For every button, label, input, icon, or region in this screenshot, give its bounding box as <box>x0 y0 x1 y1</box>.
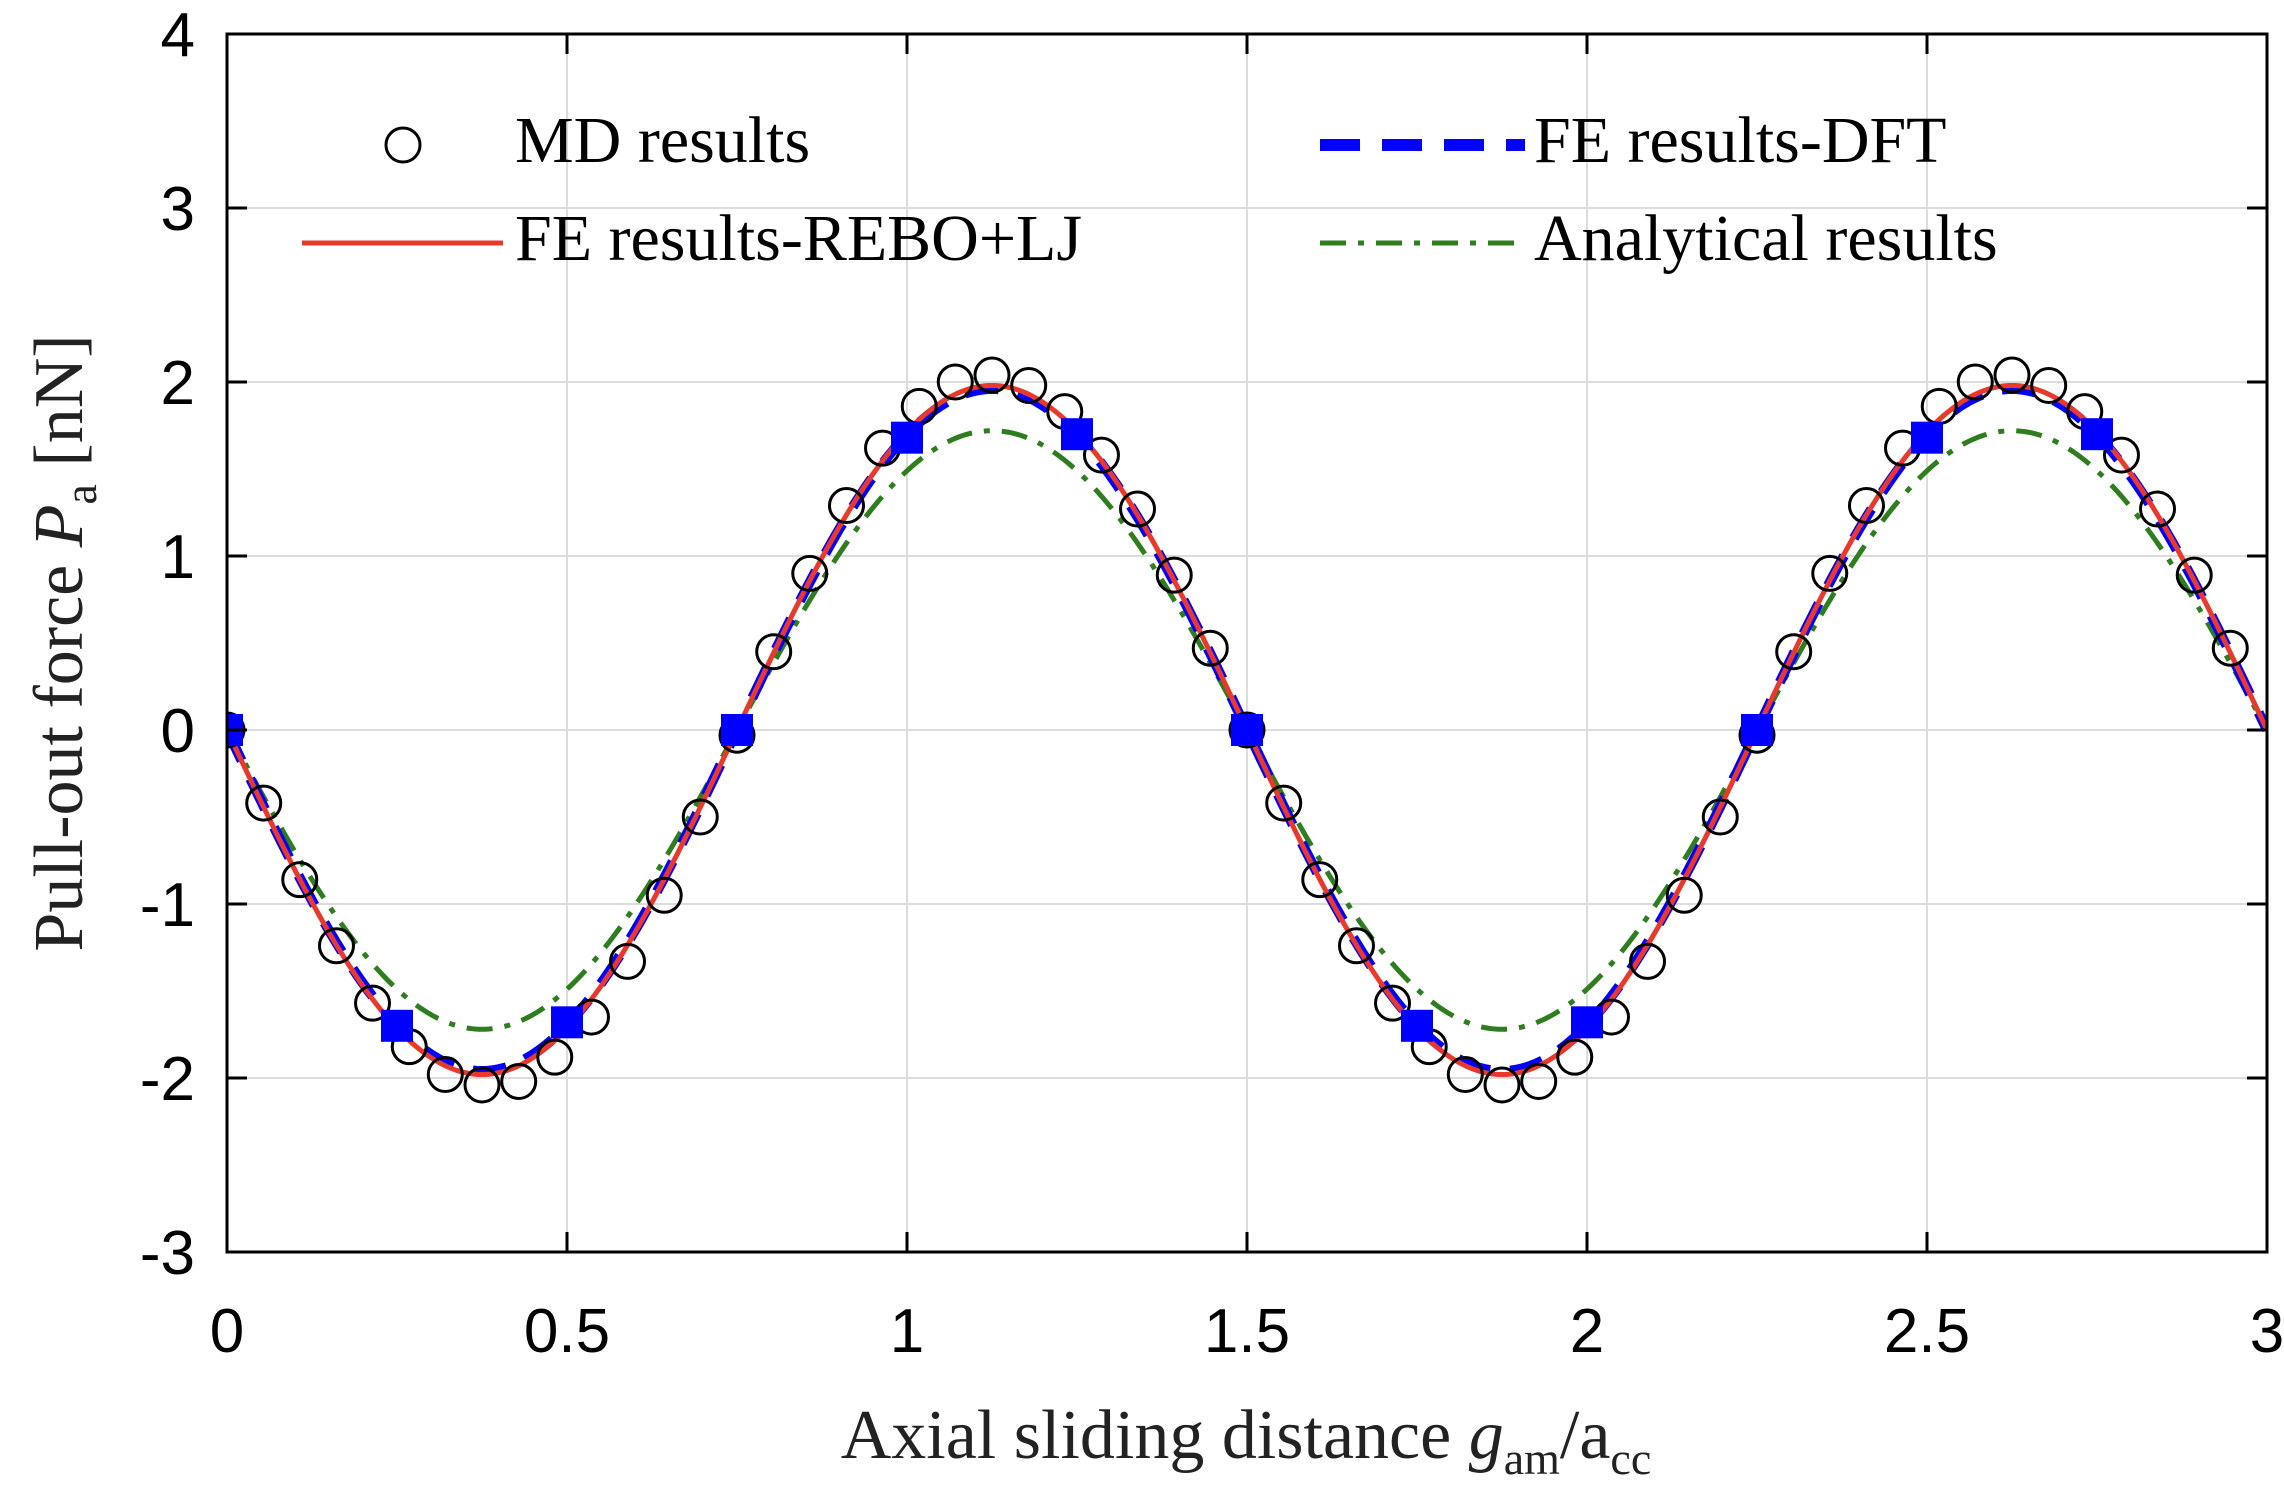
grid-lines <box>227 34 2267 1252</box>
md-point <box>1446 1056 1484 1094</box>
md-point <box>1775 633 1813 671</box>
md-point <box>973 356 1011 394</box>
md-point <box>1629 942 1667 980</box>
md-point <box>1337 927 1375 965</box>
x-axis-title-sep-sub: cc <box>1610 1433 1651 1484</box>
x-tick-label: 1.5 <box>1204 1297 1290 1366</box>
md-point <box>1155 556 1193 594</box>
md-point <box>1701 798 1739 836</box>
md-point <box>791 554 829 592</box>
y-axis-title-var-sub: a <box>55 484 106 504</box>
y-axis-title-unit: [nN] <box>21 334 98 484</box>
dft-marker <box>1231 714 1263 746</box>
y-axis-title-main: Pull-out force <box>21 547 98 951</box>
md-point <box>463 1066 501 1104</box>
legend-analytical-label: Analytical results <box>1534 202 1998 275</box>
md-point <box>645 876 683 914</box>
dft-marker <box>551 1006 583 1039</box>
y-tick-label: -1 <box>140 871 195 940</box>
dft-marker <box>2081 418 2113 451</box>
x-tick-label: 0.5 <box>524 1297 610 1366</box>
x-axis-title-var-sub: am <box>1504 1433 1560 1484</box>
x-tick-label: 2.5 <box>1884 1297 1970 1366</box>
legend-rebo-label: FE results-REBO+LJ <box>515 202 1082 275</box>
md-point <box>1956 363 1994 401</box>
x-axis-title: Axial sliding distance gam/acc <box>841 1397 1652 1484</box>
md-point <box>1191 629 1229 667</box>
series-layer <box>227 356 2267 1104</box>
dft-marker <box>1061 418 1093 451</box>
md-point <box>827 487 865 525</box>
md-point <box>281 861 319 899</box>
md-point <box>2211 629 2249 667</box>
md-point <box>1374 984 1412 1022</box>
axis-ticks <box>225 32 2269 1254</box>
md-point <box>1483 1066 1521 1104</box>
y-tick-label: 3 <box>161 175 195 244</box>
y-tick-label: 0 <box>161 697 195 766</box>
md-point <box>317 927 355 965</box>
dft-marker <box>381 1009 413 1042</box>
md-point <box>2030 366 2068 404</box>
dft-marker <box>1741 714 1773 746</box>
md-point <box>1010 366 1048 404</box>
y-axis-title: Pull-out force Pa [nN] <box>21 334 106 951</box>
md-point <box>2175 556 2213 594</box>
md-point <box>2139 490 2177 528</box>
y-tick-label: -3 <box>140 1219 195 1288</box>
dft-marker <box>721 714 753 746</box>
x-tick-label: 1 <box>890 1297 924 1366</box>
md-point <box>1847 487 1885 525</box>
md-point <box>536 1038 574 1076</box>
md-point <box>426 1056 464 1094</box>
md-point <box>500 1062 538 1100</box>
legend-dft-label: FE results-DFT <box>1534 104 1947 177</box>
x-axis-title-var: g <box>1469 1397 1504 1474</box>
md-point <box>681 798 719 836</box>
md-point <box>1811 554 1849 592</box>
legend: MD results FE results-DFT FE results-REB… <box>302 104 1998 275</box>
md-point <box>1082 436 1120 474</box>
x-axis-title-main: Axial sliding distance <box>841 1397 1469 1474</box>
y-tick-label: 4 <box>161 1 195 70</box>
md-point <box>609 942 647 980</box>
md-point <box>1556 1038 1594 1076</box>
dft-marker <box>1571 1006 1603 1039</box>
md-point <box>936 363 974 401</box>
y-axis-title-var: P <box>21 504 98 548</box>
md-point <box>2102 436 2140 474</box>
dft-marker <box>1401 1009 1433 1042</box>
md-point <box>1228 711 1266 749</box>
md-point <box>354 984 392 1022</box>
md-point <box>1993 356 2031 394</box>
md-point <box>1301 861 1339 899</box>
dft-marker <box>1911 421 1943 454</box>
y-tick-label: -2 <box>140 1045 195 1114</box>
tick-labels: 0 0.5 1 1.5 2 2.5 3 -3 -2 -1 0 1 2 3 4 <box>140 1 2284 1366</box>
y-tick-label: 2 <box>161 349 195 418</box>
md-point <box>1520 1062 1558 1100</box>
x-tick-label: 2 <box>1570 1297 1604 1366</box>
md-point <box>1119 490 1157 528</box>
md-point <box>1265 784 1303 822</box>
legend-md-label: MD results <box>515 104 810 177</box>
dft-marker <box>891 421 923 454</box>
md-point <box>755 633 793 671</box>
md-point <box>245 784 283 822</box>
x-axis-title-sep: /a <box>1560 1397 1611 1474</box>
md-point <box>1665 876 1703 914</box>
x-tick-label: 3 <box>2250 1297 2284 1366</box>
x-tick-label: 0 <box>210 1297 244 1366</box>
y-tick-label: 1 <box>161 523 195 592</box>
legend-md-marker <box>384 126 422 164</box>
